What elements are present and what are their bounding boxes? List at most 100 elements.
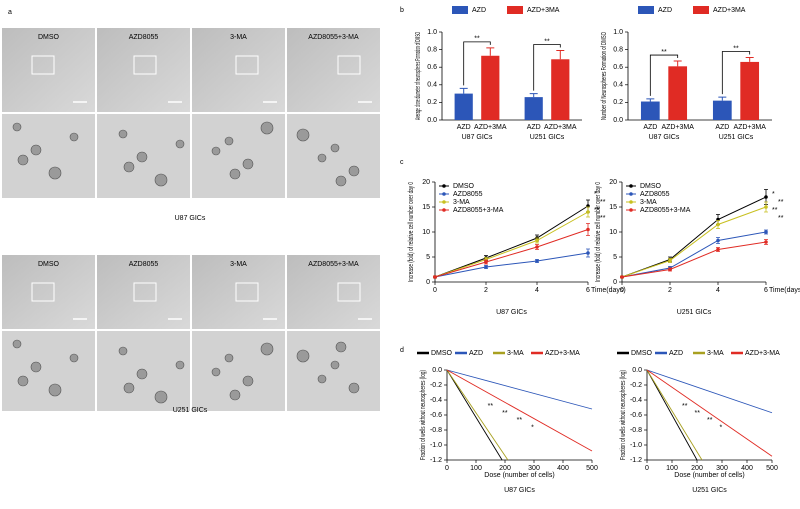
- y-axis-label: Fraction of wells without neurospheres (…: [620, 370, 627, 460]
- y-tick-label: 0.0: [427, 117, 437, 124]
- series-line: [446, 369, 593, 410]
- cell: [136, 151, 148, 163]
- legend-label: AZD+3-MA: [745, 350, 780, 357]
- y-tick-label: -0.4: [430, 397, 442, 404]
- x-tick-label: 0: [645, 465, 649, 472]
- x-tick-label: 500: [766, 465, 778, 472]
- annotation: **: [733, 45, 739, 52]
- cell: [211, 146, 221, 156]
- annotation: *: [594, 191, 597, 198]
- series-line: [621, 206, 767, 278]
- point: [484, 260, 488, 264]
- series-line: [446, 369, 509, 461]
- significance-bracket: [463, 41, 491, 86]
- legend-label: AZD: [469, 350, 483, 357]
- cell: [330, 360, 340, 370]
- legend-marker: [442, 200, 446, 204]
- cell: [30, 361, 42, 373]
- cell: [17, 375, 29, 387]
- chart-title: U87 GICs: [496, 309, 527, 316]
- inset-box: [337, 282, 361, 302]
- legend-marker: [442, 208, 446, 212]
- legend-label: AZD: [669, 350, 683, 357]
- cell: [296, 349, 310, 363]
- y-tick-label: 0.8: [613, 46, 623, 53]
- cell: [260, 342, 274, 356]
- x-axis-label: Dose (number of cells): [484, 472, 554, 479]
- cell: [224, 136, 234, 146]
- y-tick-label: 0: [426, 279, 430, 286]
- point: [433, 275, 437, 279]
- inset-box: [235, 282, 259, 302]
- legend-label: 3-MA: [507, 350, 524, 357]
- point: [764, 195, 768, 199]
- point: [668, 267, 672, 272]
- bar: [668, 66, 688, 120]
- cell: [211, 367, 221, 377]
- cell: [136, 368, 148, 380]
- bar: [454, 93, 473, 120]
- y-tick-label: 5: [613, 254, 617, 261]
- inset-box: [133, 282, 157, 302]
- y-tick-label: -0.8: [430, 427, 442, 434]
- cell-line-label: U87 GICs: [175, 215, 206, 222]
- y-tick-label: 20: [422, 179, 430, 186]
- legend-label: AZD8055: [453, 191, 483, 198]
- condition-label: AZD8055: [129, 34, 159, 41]
- bar-label: AZD+3MA: [661, 124, 694, 131]
- condition-label: DMSO: [38, 261, 60, 268]
- cell: [123, 382, 135, 394]
- y-tick-label: -0.2: [630, 382, 642, 389]
- y-axis-label: Increase (fold) of relative cell number …: [595, 182, 602, 282]
- y-tick-label: -1.2: [630, 457, 642, 464]
- point: [586, 210, 590, 214]
- x-tick-label: 100: [470, 465, 482, 472]
- significance-bracket: [649, 54, 679, 96]
- error-bar: [646, 98, 655, 102]
- condition-label: 3-MA: [230, 34, 247, 41]
- cell: [69, 353, 79, 363]
- x-tick-label: 2: [484, 287, 488, 294]
- y-tick-label: 15: [609, 204, 617, 211]
- micrograph-zoom: [192, 331, 285, 411]
- legend-label: 3-MA: [640, 199, 657, 206]
- point: [716, 238, 720, 243]
- cell: [296, 128, 310, 142]
- x-tick-label: 0: [433, 287, 437, 294]
- annotation: **: [682, 403, 688, 410]
- y-tick-label: 5: [426, 254, 430, 261]
- cell: [229, 168, 241, 180]
- y-tick-label: 10: [422, 229, 430, 236]
- cell: [348, 382, 360, 394]
- legend-label: AZD8055: [640, 191, 670, 198]
- panel-letter: d: [400, 347, 404, 354]
- bar: [712, 100, 732, 120]
- annotation: **: [544, 38, 550, 45]
- legend-swatch: [452, 6, 468, 14]
- y-tick-label: 0.4: [427, 82, 437, 89]
- bar-label: AZD: [527, 124, 541, 131]
- cell: [317, 374, 327, 384]
- y-tick-label: 0.0: [432, 367, 442, 374]
- annotation: *: [531, 424, 534, 431]
- error-bar: [556, 49, 565, 60]
- x-tick-label: 300: [716, 465, 728, 472]
- legend-swatch: [693, 6, 709, 14]
- panel-letter: a: [8, 9, 12, 16]
- annotation: **: [474, 36, 480, 43]
- y-tick-label: 0.0: [632, 367, 642, 374]
- y-axis-label: Number of Neurospheres Formation of DMSO: [601, 32, 608, 120]
- x-tick-label: 500: [586, 465, 598, 472]
- panel-letter: b: [400, 7, 404, 14]
- x-tick-label: 6: [764, 287, 768, 294]
- legend-label: AZD: [658, 7, 672, 14]
- bar: [640, 101, 660, 120]
- point: [484, 265, 488, 269]
- bar-label: AZD: [457, 124, 471, 131]
- micrograph: [287, 255, 380, 329]
- x-tick-label: 0: [445, 465, 449, 472]
- y-tick-label: 0.6: [427, 64, 437, 71]
- annotation: **: [707, 417, 713, 424]
- annotation: **: [488, 403, 494, 410]
